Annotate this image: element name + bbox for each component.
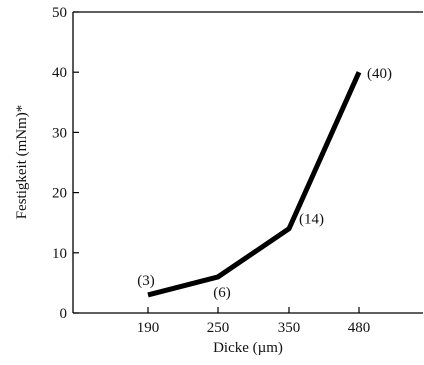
y-tick-label: 50 [52,5,67,21]
data-label: (6) [213,285,231,301]
data-label: (3) [137,273,155,289]
x-axis-ticks: 190 250 350 480 [137,307,371,336]
data-label: (14) [299,212,324,228]
axes [72,11,423,314]
y-axis-ticks: 0 10 20 30 40 50 [52,5,79,322]
x-tick-label: 250 [207,320,230,336]
x-axis-title: Dicke (µm) [213,340,283,356]
y-tick-label: 20 [52,186,67,202]
data-labels: (3) (6) (14) (40) [137,66,392,301]
y-tick-label: 30 [52,125,67,141]
y-tick-label: 0 [60,306,68,322]
x-tick-label: 190 [137,320,160,336]
x-tick-label: 350 [278,320,301,336]
y-tick-label: 40 [52,65,67,81]
y-tick-label: 10 [52,246,67,262]
data-label: (40) [367,66,392,82]
series-line [147,71,362,298]
x-tick-label: 480 [348,320,371,336]
series-group [147,71,362,298]
y-axis-title: Festigkeit (mNm)* [14,105,30,220]
